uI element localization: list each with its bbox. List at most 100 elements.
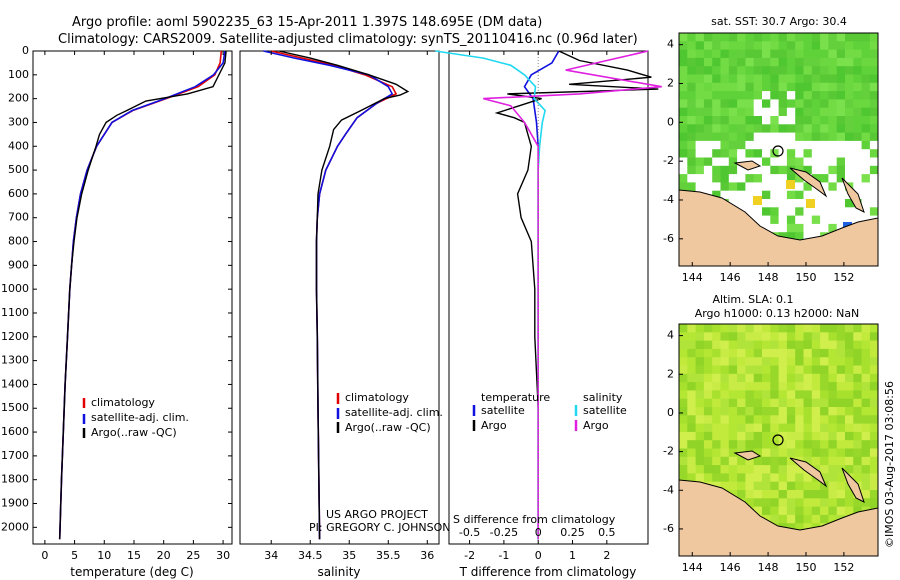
map-cell <box>770 157 780 167</box>
map-cell <box>753 498 763 508</box>
header-line1: Argo profile: aoml 5902235_63 15-Apr-201… <box>72 15 542 30</box>
map-cell <box>795 448 804 458</box>
map-cell <box>762 348 771 358</box>
map-cell <box>861 456 871 466</box>
map-cell <box>753 415 763 425</box>
map-cell <box>803 473 813 483</box>
salinity-xlabel: salinity <box>317 565 360 579</box>
map-cell <box>869 182 878 192</box>
map-cell <box>861 49 871 59</box>
x-tick-label: 20 <box>157 549 171 562</box>
map-cell <box>845 74 854 84</box>
map-cell <box>770 207 780 217</box>
map-cell <box>853 182 863 192</box>
map-cell <box>728 140 738 150</box>
map-cell <box>762 365 771 375</box>
map-x-tick-label: 148 <box>758 271 779 284</box>
map-cell <box>861 448 871 458</box>
map-cell <box>786 357 796 366</box>
map-cell <box>828 107 838 117</box>
map-cell <box>695 473 705 483</box>
map-cell <box>753 448 763 458</box>
map-cell <box>720 66 730 75</box>
map-cell <box>753 207 763 217</box>
map-cell <box>728 448 738 458</box>
map-cell <box>869 365 878 375</box>
map-cell <box>753 190 763 200</box>
legend-satellite: satellite-adj. clim. <box>91 411 189 424</box>
map-cell <box>703 140 713 150</box>
map-cell <box>853 91 863 100</box>
map-cell <box>811 407 821 416</box>
map-cell <box>828 215 838 225</box>
map-cell <box>712 132 721 142</box>
map-cell <box>820 174 829 183</box>
map-cell <box>695 456 705 466</box>
map-cell <box>753 456 763 466</box>
map-cell <box>820 265 829 266</box>
map-cell <box>853 407 863 416</box>
map-cell <box>695 107 705 117</box>
map-cell <box>712 41 721 51</box>
map-cell <box>728 398 738 408</box>
map-cell <box>712 33 721 42</box>
map-cell <box>786 107 796 117</box>
map-cell <box>753 66 763 75</box>
map-cell <box>770 223 780 233</box>
depth-tick-label: 900 <box>8 258 29 271</box>
map-cell <box>728 332 738 342</box>
map-cell <box>820 124 829 134</box>
map-cell <box>695 465 705 474</box>
map-cell <box>679 373 688 383</box>
map-cell <box>869 473 878 483</box>
map-cell <box>795 190 804 200</box>
map-cell <box>828 473 838 483</box>
map-cell <box>836 398 846 408</box>
map-cell <box>770 132 780 142</box>
map-cell <box>762 182 771 192</box>
map-cell <box>753 431 763 441</box>
map-cell <box>845 215 854 225</box>
map-y-tick-label: 0 <box>667 406 674 419</box>
map-cell <box>811 207 821 217</box>
map-cell <box>737 124 746 134</box>
map-cell <box>753 324 763 333</box>
map-cell <box>679 66 688 75</box>
map-cell <box>770 440 780 449</box>
map-cell <box>679 132 688 142</box>
map-cell <box>861 398 871 408</box>
map-cell <box>828 456 838 466</box>
map-cell <box>762 448 771 458</box>
map-cell <box>836 324 846 333</box>
map-cell <box>861 165 871 175</box>
map-cell <box>778 57 788 67</box>
map-cell <box>728 116 738 125</box>
map-cell <box>795 124 804 134</box>
map-cell <box>853 348 863 358</box>
map-cell <box>778 215 788 225</box>
map-cell <box>720 157 730 167</box>
map-cell <box>737 182 746 192</box>
sla-land <box>679 450 878 556</box>
map-cell <box>778 74 788 84</box>
x-tick-label: 35 <box>342 549 356 562</box>
map-cell <box>695 116 705 125</box>
map-cell <box>836 407 846 416</box>
map-cell <box>803 74 813 84</box>
map-cell <box>778 506 788 516</box>
map-cell <box>695 33 705 42</box>
map-cell <box>803 116 813 125</box>
map-cell <box>845 207 854 217</box>
map-cell <box>795 116 804 125</box>
map-cell <box>745 465 755 474</box>
map-cell <box>820 82 829 92</box>
map-cell <box>737 473 746 483</box>
map-cell <box>679 365 688 375</box>
map-cell <box>778 473 788 483</box>
map-cell <box>737 66 746 75</box>
map-cell <box>811 74 821 84</box>
map-cell <box>703 465 713 474</box>
map-cell <box>687 182 697 192</box>
map-cell <box>737 190 746 200</box>
map-cell <box>786 180 795 189</box>
